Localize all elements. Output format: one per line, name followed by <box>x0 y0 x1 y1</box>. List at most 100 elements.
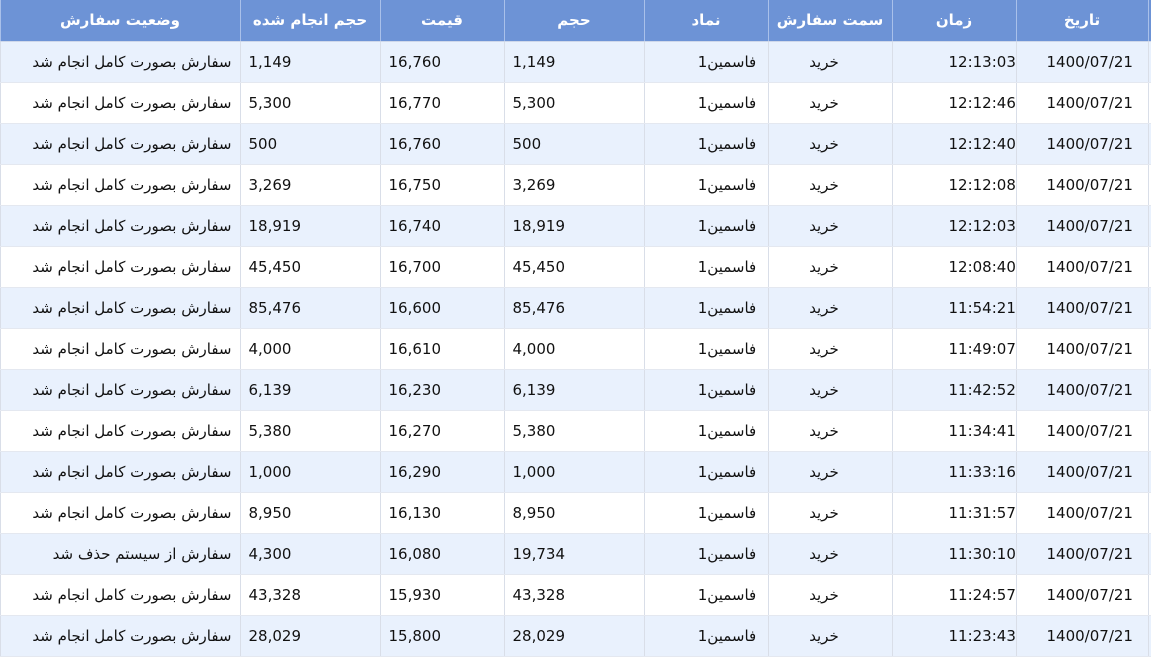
table-row[interactable]: 1400/07/21 12:12:08 خرید فاسمین1 3,269 16,750… <box>0 164 1151 206</box>
cell-volume: 500 <box>503 123 644 165</box>
header-volume[interactable]: حجم <box>503 0 644 42</box>
cell-date: 1400/07/21 <box>1015 246 1148 288</box>
cell-filled-volume: 3,269 <box>239 164 380 206</box>
row-spacer <box>1147 574 1151 616</box>
cell-filled-volume: 45,450 <box>239 246 380 288</box>
header-status[interactable]: وضعیت سفارش <box>0 0 240 42</box>
row-spacer <box>1147 287 1151 329</box>
table-row[interactable]: 1400/07/21 11:54:21 خرید فاسمین1 85,476 16,60… <box>0 287 1151 329</box>
cell-volume: 28,029 <box>503 615 644 657</box>
table-body: 1400/07/21 12:13:03 خرید فاسمین1 1,149 16,760… <box>0 41 1151 657</box>
cell-symbol: فاسمین1 <box>643 492 768 534</box>
cell-volume: 45,450 <box>503 246 644 288</box>
header-filled-volume[interactable]: حجم انجام شده <box>239 0 380 42</box>
cell-side: خرید <box>767 574 892 616</box>
cell-side: خرید <box>767 451 892 493</box>
cell-status: سفارش بصورت کامل انجام شد <box>0 205 240 247</box>
cell-time: 11:49:07 <box>891 328 1016 370</box>
header-symbol[interactable]: نماد <box>643 0 768 42</box>
row-spacer <box>1147 41 1151 83</box>
cell-symbol: فاسمین1 <box>643 533 768 575</box>
row-spacer <box>1147 123 1151 165</box>
table-row[interactable]: 1400/07/21 11:42:52 خرید فاسمین1 6,139 16,230… <box>0 369 1151 411</box>
cell-symbol: فاسمین1 <box>643 246 768 288</box>
cell-side: خرید <box>767 287 892 329</box>
cell-price: 16,290 <box>379 451 504 493</box>
table-row[interactable]: 1400/07/21 12:12:46 خرید فاسمین1 5,300 16,770… <box>0 82 1151 124</box>
cell-side: خرید <box>767 123 892 165</box>
table-row[interactable]: 1400/07/21 11:33:16 خرید فاسمین1 1,000 16,290… <box>0 451 1151 493</box>
cell-time: 11:24:57 <box>891 574 1016 616</box>
header-date[interactable]: تاریخ <box>1015 0 1148 42</box>
cell-price: 16,760 <box>379 41 504 83</box>
cell-status: سفارش بصورت کامل انجام شد <box>0 287 240 329</box>
cell-time: 12:12:08 <box>891 164 1016 206</box>
cell-volume: 5,380 <box>503 410 644 452</box>
cell-symbol: فاسمین1 <box>643 164 768 206</box>
cell-status: سفارش بصورت کامل انجام شد <box>0 615 240 657</box>
header-time[interactable]: زمان <box>891 0 1016 42</box>
cell-time: 11:33:16 <box>891 451 1016 493</box>
table-row[interactable]: 1400/07/21 11:34:41 خرید فاسمین1 5,380 16,270… <box>0 410 1151 452</box>
row-spacer <box>1147 246 1151 288</box>
cell-status: سفارش بصورت کامل انجام شد <box>0 164 240 206</box>
table-row[interactable]: 1400/07/21 11:30:10 خرید فاسمین1 19,734 16,08… <box>0 533 1151 575</box>
cell-date: 1400/07/21 <box>1015 41 1148 83</box>
cell-symbol: فاسمین1 <box>643 123 768 165</box>
table-row[interactable]: 1400/07/21 12:12:03 خرید فاسمین1 18,919 16,74… <box>0 205 1151 247</box>
cell-filled-volume: 43,328 <box>239 574 380 616</box>
cell-volume: 4,000 <box>503 328 644 370</box>
cell-status: سفارش بصورت کامل انجام شد <box>0 41 240 83</box>
cell-symbol: فاسمین1 <box>643 451 768 493</box>
cell-time: 12:12:40 <box>891 123 1016 165</box>
cell-side: خرید <box>767 164 892 206</box>
row-spacer <box>1147 328 1151 370</box>
row-spacer <box>1147 533 1151 575</box>
cell-price: 16,610 <box>379 328 504 370</box>
cell-symbol: فاسمین1 <box>643 82 768 124</box>
cell-volume: 3,269 <box>503 164 644 206</box>
cell-time: 11:34:41 <box>891 410 1016 452</box>
cell-price: 16,270 <box>379 410 504 452</box>
cell-side: خرید <box>767 492 892 534</box>
cell-date: 1400/07/21 <box>1015 369 1148 411</box>
header-side[interactable]: سمت سفارش <box>767 0 892 42</box>
table-row[interactable]: 1400/07/21 12:08:40 خرید فاسمین1 45,450 16,70… <box>0 246 1151 288</box>
cell-status: سفارش بصورت کامل انجام شد <box>0 451 240 493</box>
cell-date: 1400/07/21 <box>1015 205 1148 247</box>
cell-filled-volume: 5,300 <box>239 82 380 124</box>
cell-price: 16,130 <box>379 492 504 534</box>
table-row[interactable]: 1400/07/21 12:12:40 خرید فاسمین1 500 16,760 50… <box>0 123 1151 165</box>
cell-date: 1400/07/21 <box>1015 82 1148 124</box>
cell-side: خرید <box>767 328 892 370</box>
cell-time: 11:30:10 <box>891 533 1016 575</box>
cell-volume: 6,139 <box>503 369 644 411</box>
table-row[interactable]: 1400/07/21 11:31:57 خرید فاسمین1 8,950 16,130… <box>0 492 1151 534</box>
cell-volume: 43,328 <box>503 574 644 616</box>
cell-side: خرید <box>767 615 892 657</box>
row-spacer <box>1147 410 1151 452</box>
header-spacer <box>1147 0 1151 42</box>
table-row[interactable]: 1400/07/21 11:23:43 خرید فاسمین1 28,029 15,80… <box>0 615 1151 657</box>
cell-side: خرید <box>767 82 892 124</box>
header-row: تاریخ زمان سمت سفارش نماد حجم قیمت حجم ا… <box>0 0 1151 42</box>
orders-table: تاریخ زمان سمت سفارش نماد حجم قیمت حجم ا… <box>0 0 1151 657</box>
row-spacer <box>1147 615 1151 657</box>
cell-date: 1400/07/21 <box>1015 123 1148 165</box>
cell-status: سفارش از سیستم حذف شد <box>0 533 240 575</box>
table-row[interactable]: 1400/07/21 11:24:57 خرید فاسمین1 43,328 15,93… <box>0 574 1151 616</box>
cell-time: 11:42:52 <box>891 369 1016 411</box>
cell-time: 12:12:03 <box>891 205 1016 247</box>
cell-filled-volume: 1,000 <box>239 451 380 493</box>
cell-status: سفارش بصورت کامل انجام شد <box>0 410 240 452</box>
table-row[interactable]: 1400/07/21 11:49:07 خرید فاسمین1 4,000 16,610… <box>0 328 1151 370</box>
header-price[interactable]: قیمت <box>379 0 504 42</box>
cell-price: 16,700 <box>379 246 504 288</box>
cell-status: سفارش بصورت کامل انجام شد <box>0 82 240 124</box>
cell-time: 12:13:03 <box>891 41 1016 83</box>
cell-symbol: فاسمین1 <box>643 369 768 411</box>
table-row[interactable]: 1400/07/21 12:13:03 خرید فاسمین1 1,149 16,760… <box>0 41 1151 83</box>
cell-filled-volume: 5,380 <box>239 410 380 452</box>
cell-price: 15,930 <box>379 574 504 616</box>
cell-volume: 1,149 <box>503 41 644 83</box>
